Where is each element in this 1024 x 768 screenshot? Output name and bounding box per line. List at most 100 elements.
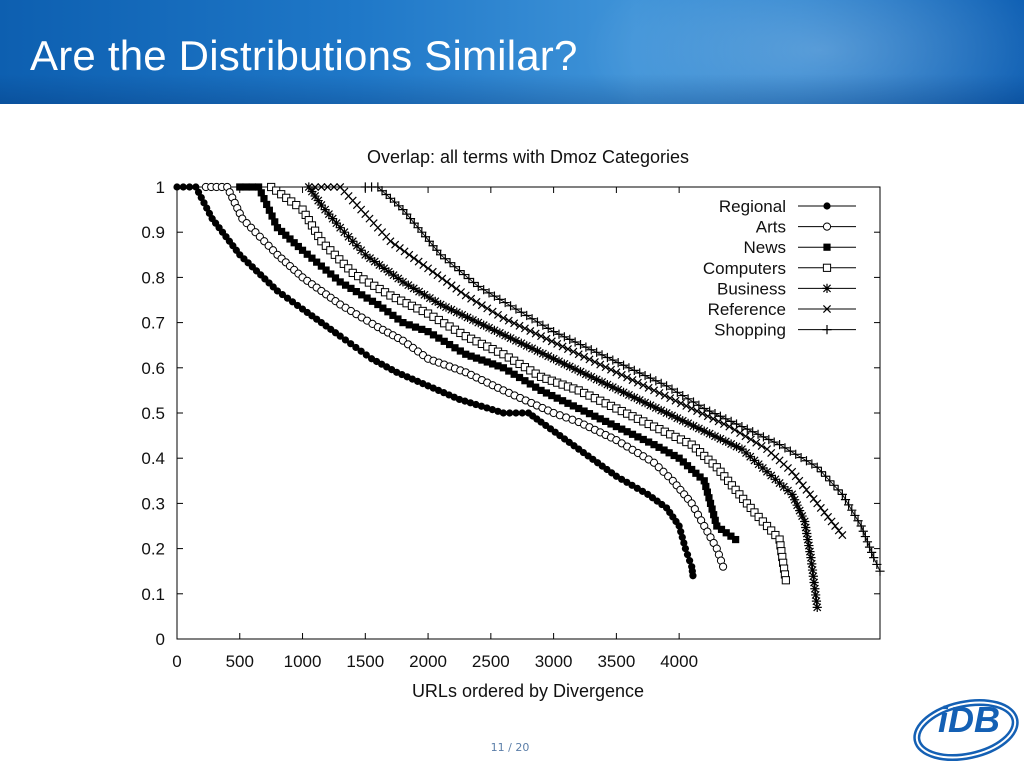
data-point	[633, 378, 642, 387]
data-point	[834, 526, 843, 535]
data-point	[742, 424, 752, 434]
x-tick-label: 500	[226, 652, 254, 671]
data-point	[807, 565, 818, 575]
data-point	[400, 247, 409, 256]
data-point	[308, 254, 316, 262]
data-point	[399, 319, 407, 327]
legend-label-shopping: Shopping	[714, 321, 786, 340]
data-point	[714, 417, 723, 426]
data-point	[802, 485, 811, 494]
data-point	[752, 438, 761, 447]
data-point	[750, 508, 759, 517]
data-point	[694, 423, 704, 434]
x-tick-label: 1500	[346, 652, 384, 671]
data-point	[418, 325, 426, 333]
data-point	[596, 360, 605, 369]
data-point	[791, 449, 801, 459]
data-point	[483, 404, 491, 412]
data-point	[574, 350, 583, 359]
data-point	[767, 526, 776, 535]
data-point	[526, 326, 535, 336]
y-tick-label: 0.6	[141, 359, 165, 378]
data-point	[547, 337, 556, 346]
data-point	[311, 182, 320, 192]
data-point	[590, 357, 599, 367]
data-point	[413, 223, 423, 233]
data-point	[736, 428, 745, 438]
data-point	[774, 440, 785, 450]
data-point	[795, 476, 804, 485]
data-point	[569, 402, 577, 410]
data-point	[405, 321, 413, 329]
data-point	[708, 505, 716, 513]
data-point	[791, 472, 800, 481]
data-point	[798, 481, 807, 490]
data-point	[543, 351, 553, 361]
data-point	[320, 205, 330, 215]
data-point	[660, 446, 668, 454]
data-point	[737, 421, 747, 432]
chart: Overlap: all terms with Dmoz Categories …	[141, 147, 885, 701]
data-point	[384, 308, 392, 316]
data-point	[802, 528, 812, 539]
data-point	[713, 522, 721, 530]
data-point	[601, 363, 610, 372]
data-point	[840, 495, 851, 505]
data-point	[721, 414, 731, 424]
data-point	[806, 490, 815, 499]
data-point	[860, 531, 870, 542]
data-point	[457, 310, 467, 320]
legend-marker-business	[822, 283, 832, 293]
data-point	[339, 259, 348, 268]
data-point	[438, 274, 447, 283]
data-point	[393, 273, 403, 284]
data-point	[864, 542, 875, 552]
data-point	[665, 449, 673, 457]
data-point	[811, 596, 822, 606]
data-point	[505, 333, 516, 343]
data-point	[586, 345, 596, 355]
data-point	[292, 200, 301, 210]
data-point	[675, 522, 683, 530]
data-point	[672, 413, 682, 423]
data-point	[446, 305, 456, 315]
data-point	[790, 495, 800, 505]
data-point	[821, 471, 831, 481]
data-point	[268, 212, 276, 220]
data-point	[797, 511, 807, 521]
data-point	[558, 342, 567, 351]
data-point	[585, 410, 594, 418]
data-point	[838, 531, 847, 540]
data-point	[317, 237, 326, 246]
data-point	[472, 400, 480, 409]
data-point	[575, 367, 586, 377]
data-point	[389, 311, 397, 319]
y-tick-label: 1	[156, 178, 165, 197]
data-point	[660, 391, 669, 400]
data-point	[488, 307, 497, 316]
data-point	[527, 343, 537, 354]
data-point	[433, 271, 442, 280]
data-point	[725, 422, 734, 431]
data-point	[468, 277, 479, 288]
data-point	[612, 422, 620, 431]
data-point	[489, 325, 500, 335]
data-point	[505, 367, 513, 375]
data-point	[770, 474, 780, 484]
series-reference	[311, 182, 847, 540]
data-point	[553, 339, 562, 348]
data-point	[812, 602, 822, 612]
data-point	[505, 301, 516, 311]
data-point	[606, 365, 616, 374]
data-point	[820, 508, 829, 517]
data-point	[414, 257, 423, 266]
legend-marker-arts	[822, 222, 832, 231]
data-point	[808, 571, 818, 581]
y-tick-label: 0.4	[141, 449, 165, 468]
data-point	[758, 517, 767, 526]
data-point	[809, 494, 818, 503]
data-point	[559, 332, 569, 342]
series-business	[304, 182, 822, 612]
data-point	[731, 441, 742, 452]
data-point	[722, 529, 730, 537]
